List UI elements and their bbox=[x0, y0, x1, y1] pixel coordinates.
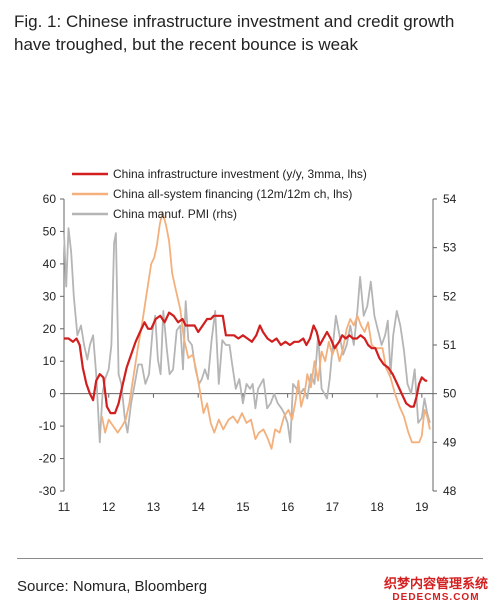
legend-label: China infrastructure investment (y/y, 3m… bbox=[113, 167, 367, 181]
left-axis-tick-label: 60 bbox=[43, 192, 57, 206]
watermark-text: 织梦内容管理系统 bbox=[383, 576, 488, 591]
right-axis-tick-label: 53 bbox=[443, 241, 457, 255]
x-axis-tick-label: 16 bbox=[281, 500, 295, 514]
series-line-1 bbox=[64, 311, 428, 415]
watermark-logo: 织梦内容管理系统 DEDECMS.COM bbox=[384, 576, 488, 604]
series-line-3 bbox=[63, 227, 431, 444]
left-axis-tick-label: -10 bbox=[39, 419, 57, 433]
left-axis-tick-label: 30 bbox=[43, 289, 57, 303]
figure-title: Fig. 1: Chinese infrastructure investmen… bbox=[14, 12, 455, 54]
watermark-subtext: DEDECMS.COM bbox=[392, 592, 480, 603]
x-axis-tick-label: 11 bbox=[58, 500, 71, 514]
left-axis-tick-label: 0 bbox=[49, 387, 56, 401]
left-axis-tick-label: 50 bbox=[43, 224, 57, 238]
x-axis-tick-label: 17 bbox=[326, 500, 340, 514]
chart-canvas: -30 -20 -10 0 10 20 30 40 50 60 48 49 50 51 52 53 54 11 12… bbox=[39, 167, 457, 514]
left-axis-tick-label: -20 bbox=[39, 452, 57, 466]
x-axis-tick-label: 18 bbox=[370, 500, 384, 514]
legend-label: China all-system financing (12m/12m ch, … bbox=[113, 187, 352, 201]
chart-series-layer bbox=[63, 211, 431, 450]
footer-divider bbox=[17, 558, 483, 559]
left-axis-tick-label: 40 bbox=[43, 257, 57, 271]
left-axis-tick-label: 10 bbox=[43, 354, 57, 368]
right-axis-tick-label: 54 bbox=[443, 192, 457, 206]
chart-axes: -30 -20 -10 0 10 20 30 40 50 60 48 49 50 51 52 53 54 11 12… bbox=[39, 192, 457, 514]
right-axis-tick-label: 48 bbox=[443, 484, 457, 498]
right-axis-tick-label: 51 bbox=[443, 338, 457, 352]
x-axis-tick-label: 13 bbox=[147, 500, 161, 514]
right-axis-tick-label: 52 bbox=[443, 289, 457, 303]
source-note: Source: Nomura, Bloomberg bbox=[17, 578, 208, 595]
x-axis-tick-label: 15 bbox=[236, 500, 250, 514]
left-axis-tick-label: -30 bbox=[39, 484, 57, 498]
x-axis-tick-label: 14 bbox=[192, 500, 206, 514]
left-axis-tick-label: 20 bbox=[43, 322, 57, 336]
x-axis-tick-label: 19 bbox=[415, 500, 429, 514]
x-axis-tick-label: 12 bbox=[102, 500, 116, 514]
chart-legend: China infrastructure investment (y/y, 3m… bbox=[72, 167, 367, 221]
legend-label: China manuf. PMI (rhs) bbox=[113, 207, 237, 221]
right-axis-tick-label: 50 bbox=[443, 387, 457, 401]
series-line-2 bbox=[101, 211, 431, 450]
right-axis-tick-label: 49 bbox=[443, 435, 457, 449]
